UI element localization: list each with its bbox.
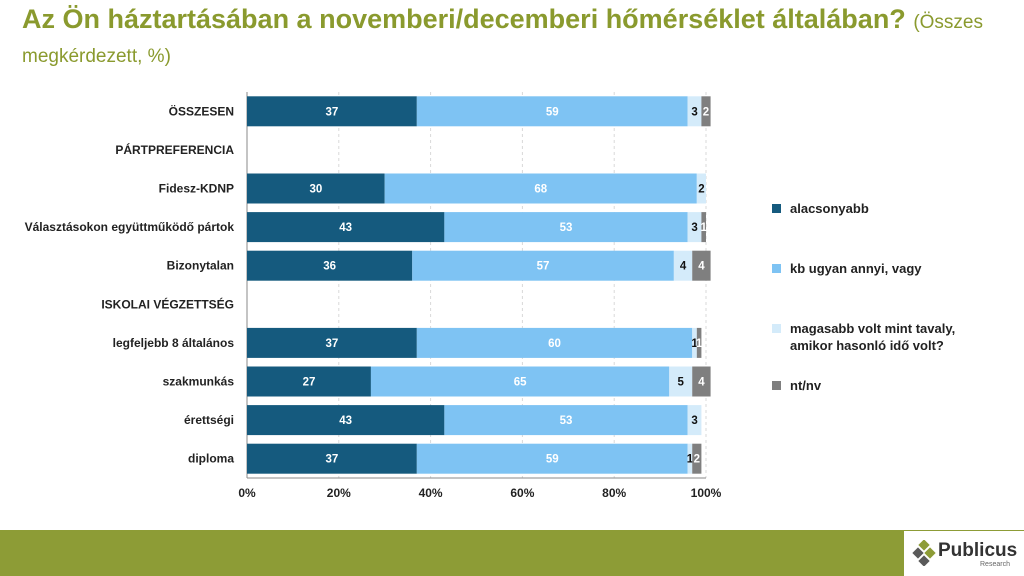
footer-bar: [0, 530, 1024, 576]
page-title: Az Ön háztartásában a novemberi/december…: [22, 4, 1002, 72]
logo-tagline: Research: [980, 561, 1010, 568]
legend-label: alacsonyabb: [790, 201, 869, 216]
data-label: 2: [703, 106, 709, 118]
data-label: 53: [560, 415, 573, 427]
bar-segment: [687, 405, 702, 436]
data-label: 65: [514, 377, 527, 389]
data-label: 3: [691, 106, 697, 118]
x-tick-label: 100%: [691, 486, 722, 500]
category-label: legfeljebb 8 általános: [113, 336, 235, 350]
x-tick-label: 20%: [327, 486, 351, 500]
x-tick-label: 40%: [419, 486, 443, 500]
data-label: 57: [537, 261, 550, 273]
bar-segment: [696, 173, 706, 204]
data-label: 3: [691, 222, 697, 234]
bar-segment: [416, 443, 688, 474]
category-label: ÖSSZESEN: [169, 103, 234, 118]
data-label: 30: [309, 184, 322, 196]
bar-segment: [416, 96, 688, 127]
bar-segment: [247, 366, 371, 397]
legend-item-nt-nv: nt/nv: [772, 377, 821, 394]
bar-segment: [412, 250, 674, 281]
x-tick-label: 0%: [238, 486, 256, 500]
legend-item-alacsonyabb: alacsonyabb: [772, 200, 869, 217]
legend-swatch: [772, 204, 781, 213]
category-label: diploma: [188, 452, 234, 466]
legend-item-magasabb: magasabb volt mint tavaly, amikor hasonl…: [772, 320, 955, 354]
legend-swatch: [772, 324, 781, 333]
title-subtitle: (Összes megkérdezett, %): [22, 12, 984, 67]
data-label: 59: [546, 454, 559, 466]
x-tick-label: 60%: [510, 486, 534, 500]
data-label: 43: [339, 222, 352, 234]
bar-segment: [692, 366, 711, 397]
legend-swatch: [772, 264, 781, 273]
legend-label-line1: magasabb volt mint tavaly,: [790, 321, 956, 336]
category-label: ISKOLAI VÉGZETTSÉG: [101, 296, 234, 311]
category-label: Fidesz-KDNP: [159, 182, 234, 196]
legend-label: kb ugyan annyi, vagy: [790, 261, 922, 276]
legend-label-line2: amikor hasonló idő volt?: [790, 338, 944, 353]
bar-segment: [247, 405, 445, 436]
bar-segment: [701, 212, 706, 243]
bar-segment: [692, 443, 702, 474]
legend-label: nt/nv: [790, 378, 822, 393]
legend-label: magasabb volt mint tavaly, amikor hasonl…: [790, 320, 955, 354]
bar-segment: [673, 250, 693, 281]
bar-segment: [687, 443, 693, 474]
data-label: 5: [678, 377, 685, 389]
data-label: 37: [326, 338, 339, 350]
category-label: szakmunkás: [163, 375, 235, 389]
bar-segment: [247, 96, 417, 127]
bar-segment: [247, 212, 445, 243]
bar-segment: [696, 327, 702, 358]
data-label: 59: [546, 106, 559, 118]
data-label: 27: [303, 377, 316, 389]
category-label: Választásokon együttműködő pártok: [25, 220, 235, 234]
logo-name: Publicus: [938, 540, 1018, 561]
bar-segment: [444, 405, 688, 436]
data-label: 1: [691, 338, 698, 350]
bar-segment: [247, 327, 417, 358]
category-label: PÁRTPREFERENCIA: [115, 142, 234, 157]
bar-segment: [370, 366, 670, 397]
legend-item-kb-ugyan-annyi: kb ugyan annyi, vagy: [772, 260, 922, 277]
stacked-bar-chart: 0% 20% 40% 60% 80% 100%ÖSSZESEN 37 59 3 2PÁRTPREF…: [25, 92, 722, 500]
data-label: 1: [687, 454, 694, 466]
title-main: Az Ön háztartásában a novemberi/december…: [22, 4, 906, 34]
data-label: 68: [534, 184, 547, 196]
bar-segment: [687, 96, 702, 127]
bar-segment: [247, 250, 413, 281]
bar-segment: [444, 212, 688, 243]
category-label: érettségi: [184, 413, 234, 427]
data-label: 53: [560, 222, 573, 234]
data-label: 3: [691, 415, 697, 427]
data-label: 43: [339, 415, 352, 427]
logo-icon: [912, 540, 936, 566]
data-label: 2: [694, 454, 700, 466]
category-label: Bizonytalan: [167, 259, 234, 273]
data-label: 37: [326, 454, 339, 466]
x-tick-label: 80%: [602, 486, 626, 500]
data-label: 1: [701, 222, 708, 234]
bar-segment: [247, 443, 417, 474]
data-label: 37: [326, 106, 339, 118]
data-label: 4: [698, 377, 705, 389]
bar-segment: [692, 327, 697, 358]
bar-segment: [669, 366, 693, 397]
publicus-logo: Publicus Research: [904, 531, 1024, 576]
bar-segment: [416, 327, 693, 358]
bar-segment: [384, 173, 697, 204]
bar-segment: [687, 212, 702, 243]
bar-segment: [701, 96, 711, 127]
data-label: 2: [698, 184, 704, 196]
data-label: 36: [323, 261, 336, 273]
data-label: 60: [548, 338, 561, 350]
data-label: 4: [698, 261, 705, 273]
legend-swatch: [772, 381, 781, 390]
bar-segment: [247, 173, 385, 204]
bar-segment: [692, 250, 711, 281]
data-label: 1: [696, 338, 703, 350]
data-label: 4: [680, 261, 687, 273]
